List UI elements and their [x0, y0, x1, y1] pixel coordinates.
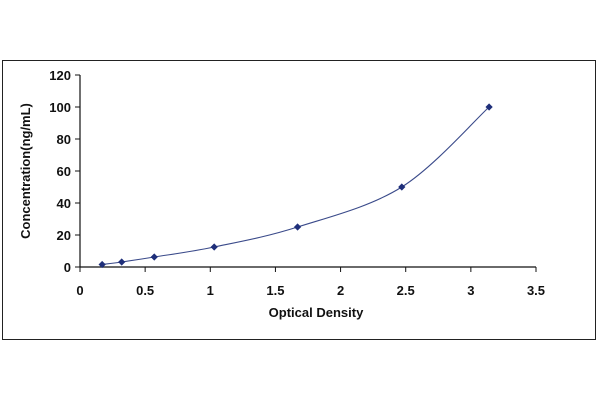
data-point-marker	[293, 223, 302, 231]
data-point-marker	[118, 258, 126, 266]
y-tick-label: 20	[57, 228, 71, 243]
data-point-marker	[210, 243, 218, 251]
x-tick-label: 0	[76, 283, 83, 298]
x-tick-label: 2	[337, 283, 344, 298]
y-tick-label: 120	[49, 68, 71, 83]
y-axis-title: Concentration(ng/mL)	[18, 103, 33, 239]
x-tick-label: 0.5	[136, 283, 154, 298]
data-point-marker	[485, 103, 493, 111]
data-point-marker	[398, 183, 406, 191]
series-points	[98, 103, 493, 269]
y-tick-label: 80	[57, 132, 71, 147]
x-ticks: 0 0.5 1 1.5 2 2.5 3 3.5	[76, 267, 545, 298]
y-tick-label: 40	[57, 196, 71, 211]
chart-axes	[79, 75, 536, 268]
y-tick-label: 100	[49, 100, 71, 115]
x-tick-label: 2.5	[397, 283, 415, 298]
x-tick-label: 3	[467, 283, 474, 298]
chart-frame	[2, 60, 596, 340]
data-point-marker	[98, 260, 106, 269]
x-tick-label: 1	[207, 283, 214, 298]
x-tick-label: 3.5	[527, 283, 545, 298]
y-tick-label: 60	[57, 164, 71, 179]
series-trendline	[102, 106, 490, 266]
x-tick-label: 1.5	[266, 283, 284, 298]
x-axis-title: Optical Density	[269, 305, 364, 320]
data-point-marker	[150, 253, 158, 261]
y-ticks: 0 20 40 60 80 100 120	[49, 68, 80, 275]
y-tick-label: 0	[64, 260, 71, 275]
